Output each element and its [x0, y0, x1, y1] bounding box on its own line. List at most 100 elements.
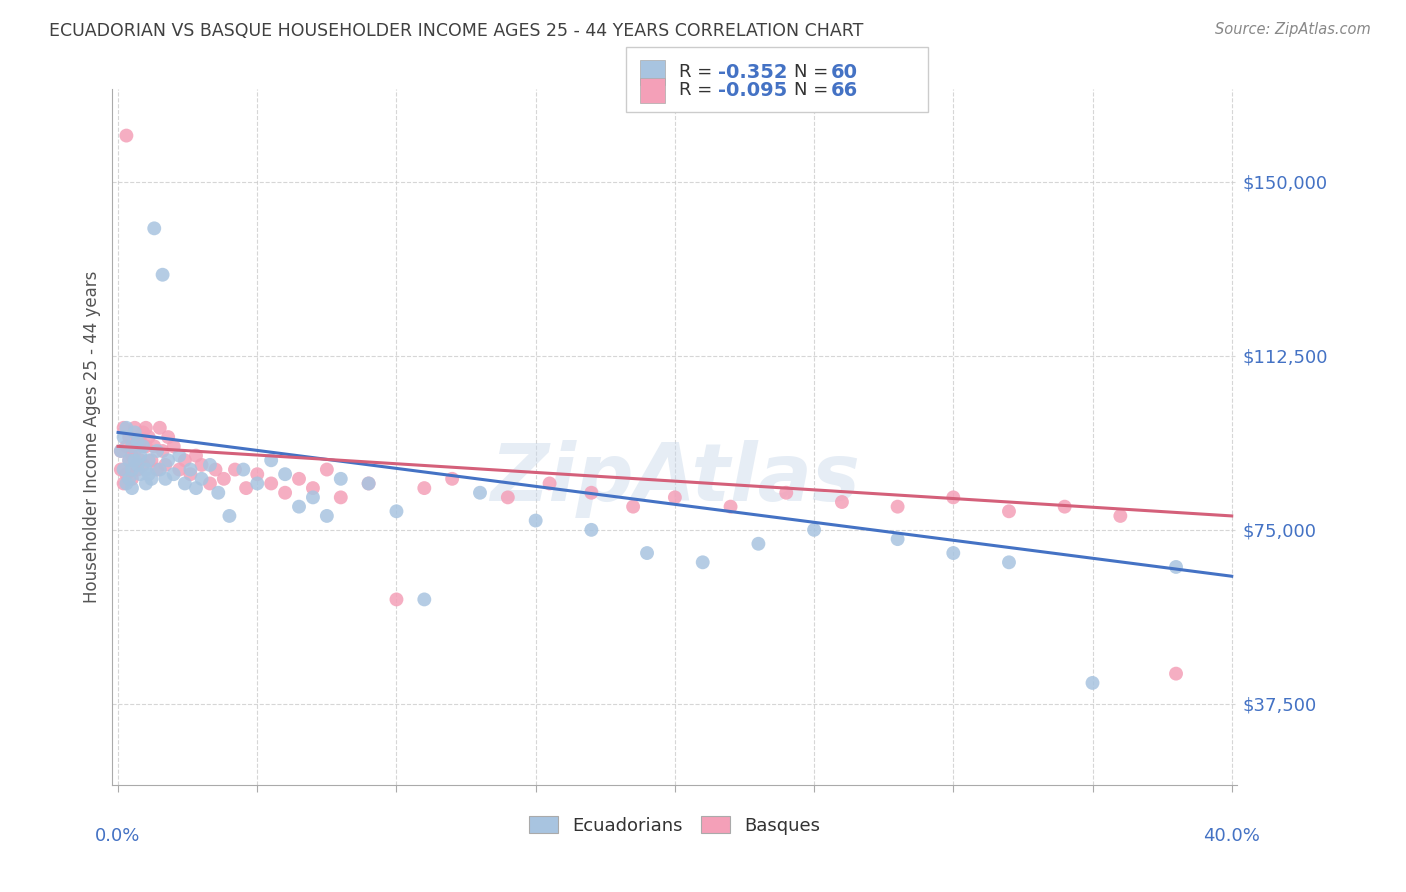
Point — [157, 453, 180, 467]
Point — [138, 467, 160, 482]
Point — [141, 472, 163, 486]
Point — [198, 458, 221, 472]
Point — [115, 128, 138, 143]
Text: N =: N = — [794, 63, 834, 81]
Point — [163, 467, 186, 482]
Point — [413, 481, 436, 495]
Point — [169, 449, 191, 463]
Point — [124, 421, 146, 435]
Point — [886, 532, 908, 546]
Point — [124, 453, 146, 467]
Point — [831, 495, 853, 509]
Point — [184, 449, 207, 463]
Point — [118, 453, 141, 467]
Point — [357, 476, 380, 491]
Point — [127, 462, 149, 476]
Point — [152, 268, 174, 282]
Point — [129, 467, 152, 482]
Point — [173, 453, 195, 467]
Point — [169, 462, 191, 476]
Point — [232, 462, 254, 476]
Point — [581, 485, 603, 500]
Point — [132, 439, 155, 453]
Point — [118, 453, 141, 467]
Point — [115, 421, 138, 435]
Point — [115, 467, 138, 482]
Point — [115, 476, 138, 491]
Point — [315, 462, 337, 476]
Point — [315, 508, 337, 523]
Point — [942, 546, 965, 560]
Point — [441, 472, 464, 486]
Point — [173, 476, 195, 491]
Point — [121, 462, 143, 476]
Point — [329, 491, 352, 505]
Point — [524, 514, 547, 528]
Point — [302, 491, 325, 505]
Point — [179, 462, 201, 476]
Point — [157, 430, 180, 444]
Point — [288, 500, 311, 514]
Point — [127, 458, 149, 472]
Point — [204, 462, 226, 476]
Point — [112, 476, 135, 491]
Point — [129, 434, 152, 449]
Point — [207, 485, 229, 500]
Point — [385, 504, 408, 518]
Point — [1053, 500, 1076, 514]
Point — [127, 434, 149, 449]
Point — [152, 444, 174, 458]
Text: 0.0%: 0.0% — [96, 827, 141, 845]
Point — [413, 592, 436, 607]
Point — [149, 462, 172, 476]
Point — [224, 462, 246, 476]
Point — [803, 523, 825, 537]
Point — [129, 449, 152, 463]
Point — [155, 458, 177, 472]
Point — [357, 476, 380, 491]
Text: R =: R = — [679, 63, 718, 81]
Point — [184, 481, 207, 495]
Point — [1164, 666, 1187, 681]
Point — [124, 444, 146, 458]
Point — [138, 453, 160, 467]
Point — [149, 421, 172, 435]
Point — [302, 481, 325, 495]
Point — [135, 439, 157, 453]
Point — [135, 421, 157, 435]
Point — [621, 500, 644, 514]
Point — [385, 592, 408, 607]
Point — [155, 472, 177, 486]
Point — [329, 472, 352, 486]
Point — [146, 462, 169, 476]
Point — [129, 453, 152, 467]
Point — [198, 476, 221, 491]
Point — [132, 425, 155, 440]
Point — [274, 485, 297, 500]
Point — [179, 467, 201, 482]
Point — [190, 458, 212, 472]
Point — [143, 221, 166, 235]
Point — [110, 462, 132, 476]
Text: 66: 66 — [831, 80, 858, 100]
Point — [260, 476, 283, 491]
Point — [143, 439, 166, 453]
Y-axis label: Householder Income Ages 25 - 44 years: Householder Income Ages 25 - 44 years — [83, 271, 101, 603]
Point — [998, 555, 1021, 569]
Point — [121, 481, 143, 495]
Point — [747, 537, 769, 551]
Point — [1081, 676, 1104, 690]
Point — [692, 555, 714, 569]
Point — [190, 472, 212, 486]
Point — [138, 430, 160, 444]
Point — [1109, 508, 1132, 523]
Point — [110, 444, 132, 458]
Text: 60: 60 — [831, 62, 858, 82]
Point — [118, 472, 141, 486]
Point — [212, 472, 235, 486]
Text: ECUADORIAN VS BASQUE HOUSEHOLDER INCOME AGES 25 - 44 YEARS CORRELATION CHART: ECUADORIAN VS BASQUE HOUSEHOLDER INCOME … — [49, 22, 863, 40]
Point — [121, 449, 143, 463]
Point — [121, 472, 143, 486]
Point — [141, 453, 163, 467]
Text: ZipAtlas: ZipAtlas — [489, 440, 860, 518]
